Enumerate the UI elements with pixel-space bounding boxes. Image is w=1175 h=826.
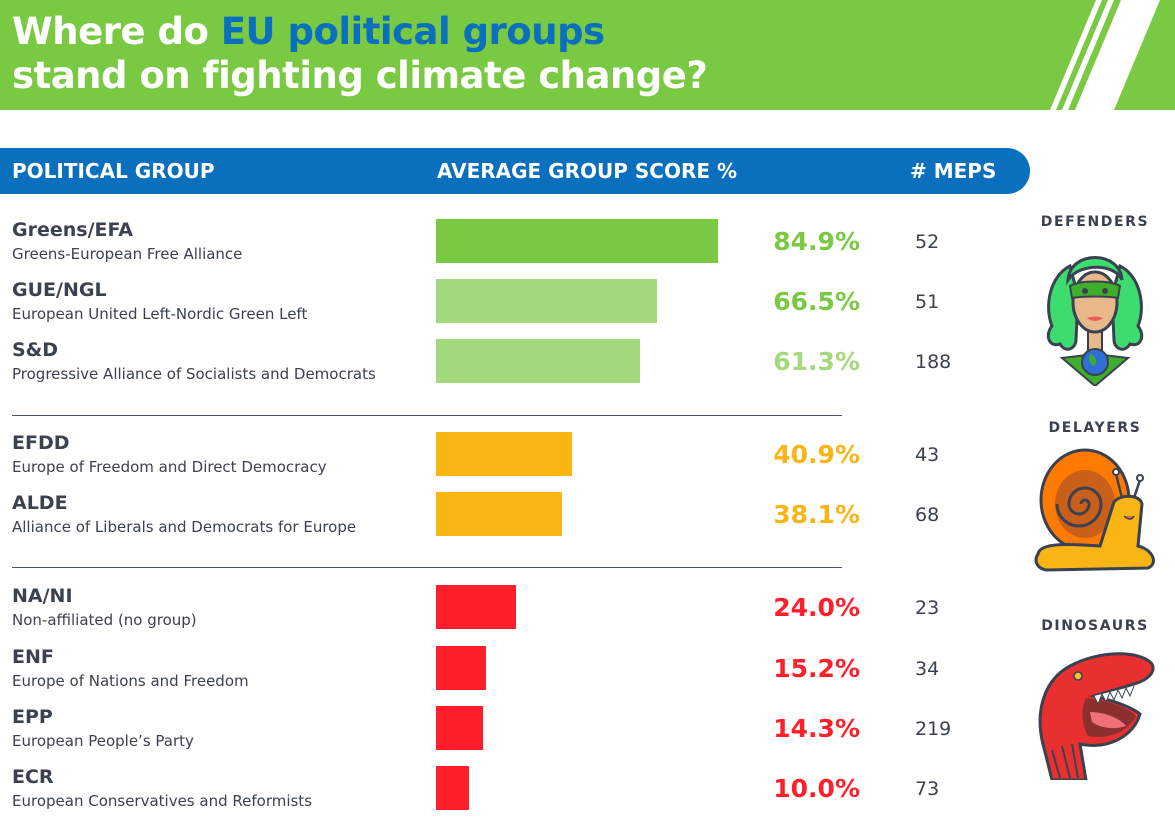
category-delayers: DELAYERS [1022,420,1168,577]
score-label: 61.3% [773,347,860,376]
table-row: NA/NI Non-affiliated (no group) 24.0% 23 [0,585,1010,645]
score-bar [436,492,563,536]
group-full-name: Europe of Freedom and Direct Democracy [12,458,327,476]
meps-count: 52 [915,231,940,253]
group-full-name: European People’s Party [12,732,194,750]
score-bar [436,279,657,323]
header-meps: # MEPS [910,159,997,183]
group-abbreviation: NA/NI [12,585,73,607]
category-defenders: DEFENDERS [1022,214,1168,386]
score-bar [436,766,470,810]
table-row: GUE/NGL European United Left-Nordic Green… [0,279,1010,339]
score-bar [436,339,640,383]
meps-count: 68 [915,504,940,526]
group-full-name: Europe of Nations and Freedom [12,672,249,690]
group-abbreviation: Greens/EFA [12,219,133,241]
superhero-icon [1046,256,1144,386]
meps-count: 188 [915,351,952,373]
table-row: ECR European Conservatives and Reformists… [0,766,1010,826]
title-accent: EU political groups [220,10,605,53]
group-abbreviation: EFDD [12,432,70,454]
category-dinosaurs: DINOSAURS [1022,618,1168,780]
table-header: POLITICAL GROUP AVERAGE GROUP SCORE % # … [0,148,1030,194]
table-row: ENF Europe of Nations and Freedom 15.2% 34 [0,646,1010,706]
title-part1: Where do [12,10,221,53]
group-full-name: Alliance of Liberals and Democrats for E… [12,518,357,536]
table-row: EFDD Europe of Freedom and Direct Democra… [0,432,1010,492]
score-bar [436,432,572,476]
group-full-name: Non-affiliated (no group) [12,611,197,629]
group-abbreviation: S&D [12,339,59,361]
score-bar [436,219,718,263]
table-row: EPP European People’s Party 14.3% 219 [0,706,1010,766]
title-banner: Where do EU political groups stand on fi… [0,0,1175,110]
table-row: ALDE Alliance of Liberals and Democrats f… [0,492,1010,552]
group-full-name: European Conservatives and Reformists [12,792,313,810]
score-label: 24.0% [773,593,860,622]
group-full-name: Progressive Alliance of Socialists and D… [12,365,376,383]
header-average-score: AVERAGE GROUP SCORE % [437,159,738,183]
group-full-name: European United Left-Nordic Green Left [12,305,308,323]
score-label: 10.0% [773,774,860,803]
category-label: DINOSAURS [1041,618,1149,634]
group-abbreviation: EPP [12,706,53,728]
score-bar [436,706,484,750]
score-label: 84.9% [773,227,860,256]
score-bar [436,646,487,690]
category-label: DEFENDERS [1040,214,1150,230]
score-label: 38.1% [773,500,860,529]
group-full-name: Greens-European Free Alliance [12,245,243,263]
dinosaur-icon [1038,652,1155,780]
divider-defenders-delayers [12,415,842,416]
score-bar [436,585,516,629]
category-label: DELAYERS [1048,420,1142,436]
group-abbreviation: ALDE [12,492,68,514]
page-title: Where do EU political groups stand on fi… [12,10,708,98]
decorative-stripes-icon [1050,0,1160,110]
score-label: 14.3% [773,714,860,743]
snail-icon [1034,448,1155,572]
score-label: 15.2% [773,654,860,683]
group-abbreviation: ECR [12,766,54,788]
meps-count: 51 [915,291,940,313]
group-abbreviation: ENF [12,646,54,668]
meps-count: 73 [915,778,940,800]
table-row: Greens/EFA Greens-European Free Alliance 8… [0,219,1010,279]
meps-count: 43 [915,444,940,466]
score-label: 66.5% [773,287,860,316]
meps-count: 219 [915,718,952,740]
meps-count: 34 [915,658,940,680]
group-abbreviation: GUE/NGL [12,279,107,301]
divider-delayers-dinosaurs [12,567,842,568]
table-row: S&D Progressive Alliance of Socialists an… [0,339,1010,399]
meps-count: 23 [915,597,940,619]
title-part2: stand on fighting climate change? [12,54,708,97]
score-label: 40.9% [773,440,860,469]
header-political-group: POLITICAL GROUP [12,159,215,183]
